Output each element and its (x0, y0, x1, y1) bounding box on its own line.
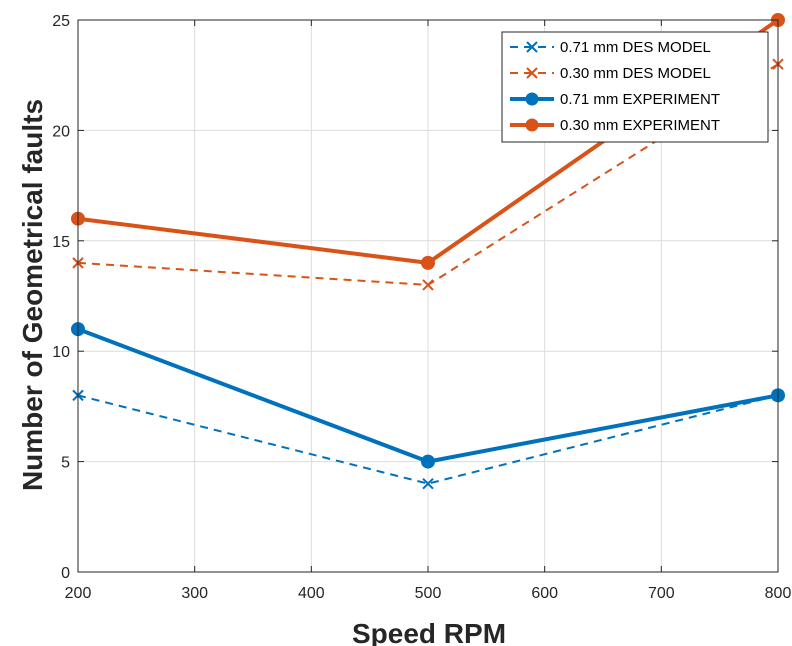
x-tick-label: 200 (65, 585, 92, 602)
marker-x-stroke (422, 279, 434, 291)
x-tick-label: 800 (765, 585, 792, 602)
x-tick-label: 700 (648, 585, 675, 602)
legend-label-0-71-mm-experiment: 0.71 mm EXPERIMENT (560, 91, 720, 108)
legend-marker-0-30-mm-experiment (525, 118, 539, 132)
y-tick-label: 20 (52, 123, 70, 140)
legend: 0.71 mm DES MODEL 0.30 mm DES MODEL 0.71 m… (501, 31, 769, 143)
legend-marker-0-30-mm-des-model (526, 67, 538, 79)
y-tick-label: 10 (52, 344, 70, 361)
legend-marker-0-71-mm-experiment (525, 92, 539, 106)
y-tick-label: 25 (52, 13, 70, 30)
plot-frame (77, 19, 779, 573)
marker-x-stroke (526, 41, 538, 53)
x-axis-title: Speed RPM (352, 618, 506, 646)
y-tick-label: 15 (52, 234, 70, 251)
marker-x-stroke (422, 477, 434, 490)
x-tick-label: 300 (181, 585, 208, 602)
point-0-71-mm-des-model (422, 477, 434, 490)
x-tick-label: 400 (298, 585, 325, 602)
x-tick-label: 500 (415, 585, 442, 602)
legend-label-0-30-mm-des-model: 0.30 mm DES MODEL (560, 65, 711, 82)
y-tick-label: 0 (61, 565, 70, 582)
y-axis-title: Number of Geometrical faults (17, 99, 48, 491)
x-tick-label: 600 (531, 585, 558, 602)
y-tick-label: 5 (61, 455, 70, 472)
tick-labels: 200 300 400 500 600 700 800 0 5 10 15 20 25 (52, 13, 791, 602)
marker-x-stroke (526, 67, 538, 79)
legend-marker-0-71-mm-des-model (526, 41, 538, 53)
point-0-30-mm-experiment (421, 255, 435, 270)
legend-label-0-71-mm-des-model: 0.71 mm DES MODEL (560, 39, 711, 56)
point-0-71-mm-experiment (421, 454, 435, 469)
legend-label-0-30-mm-experiment: 0.30 mm EXPERIMENT (560, 117, 720, 134)
point-0-30-mm-des-model (422, 279, 434, 291)
